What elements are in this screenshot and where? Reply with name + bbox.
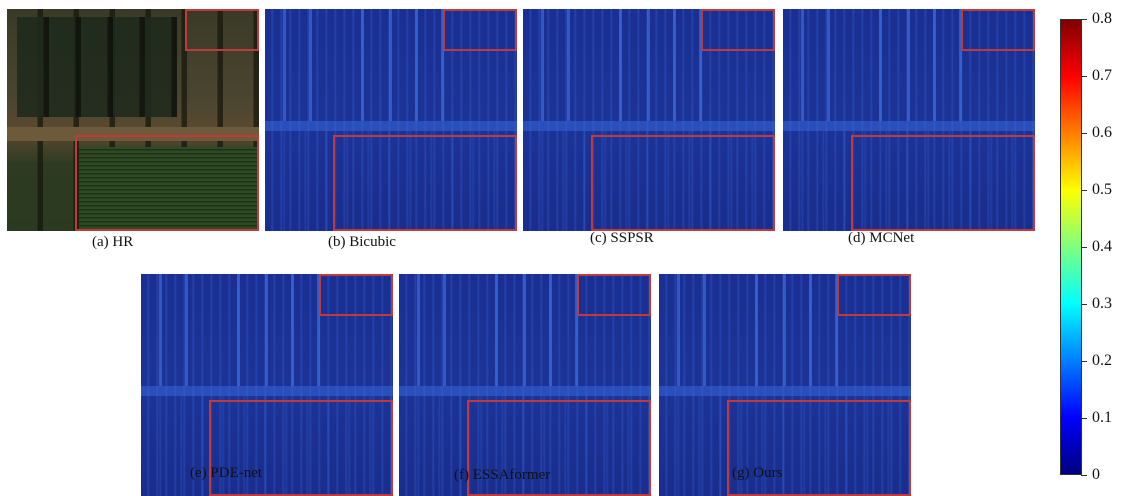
error-edge-line bbox=[755, 274, 758, 386]
zoom-box-large bbox=[333, 135, 517, 231]
colorbar-tick-label: 0.8 bbox=[1092, 10, 1112, 27]
hr-facade-band bbox=[7, 127, 259, 141]
panel-a-caption: (a) HR bbox=[92, 234, 134, 250]
error-edge-line bbox=[291, 274, 294, 386]
error-edge-line bbox=[185, 274, 188, 386]
error-edge-line bbox=[443, 274, 446, 386]
zoom-box-small bbox=[961, 9, 1035, 51]
error-lower-region bbox=[399, 396, 651, 496]
error-edge-line bbox=[677, 274, 680, 386]
error-edge-line bbox=[361, 9, 364, 121]
colorbar-tick-label: 0.6 bbox=[1092, 124, 1112, 141]
colorbar-tick-label: 0.7 bbox=[1092, 67, 1112, 84]
error-band bbox=[399, 386, 651, 396]
error-edge-line bbox=[549, 274, 552, 386]
colorbar-tick bbox=[1081, 190, 1087, 191]
error-edge-line bbox=[575, 274, 578, 386]
error-edge-line bbox=[237, 274, 240, 386]
error-lower-region bbox=[783, 131, 1035, 231]
error-band bbox=[523, 121, 775, 131]
colorbar-tick-label: 0.2 bbox=[1092, 352, 1112, 369]
colorbar-tick bbox=[1081, 304, 1087, 305]
colorbar-tick bbox=[1081, 19, 1087, 20]
error-edge-line bbox=[523, 274, 526, 386]
colorbar-tick-label: 0.3 bbox=[1092, 295, 1112, 312]
error-edge-line bbox=[827, 9, 830, 121]
error-edge-line bbox=[495, 274, 498, 386]
error-lower-region bbox=[523, 131, 775, 231]
error-edge-line bbox=[809, 274, 812, 386]
error-edge-line bbox=[699, 9, 702, 121]
panel-e-caption: (e) PDE-net bbox=[190, 465, 263, 481]
error-lower-region bbox=[141, 396, 393, 496]
error-edge-line bbox=[389, 9, 392, 121]
panel-b-image bbox=[265, 9, 517, 231]
error-edge-line bbox=[441, 9, 444, 121]
colorbar-tick-label: 0.4 bbox=[1092, 238, 1112, 255]
error-edge-line bbox=[265, 274, 268, 386]
error-band bbox=[141, 386, 393, 396]
error-edge-line bbox=[907, 9, 910, 121]
error-band bbox=[783, 121, 1035, 131]
zoom-box-large bbox=[591, 135, 775, 231]
zoom-box-small bbox=[319, 274, 393, 316]
zoom-box-small bbox=[185, 9, 259, 51]
panel-b-caption: (b) Bicubic bbox=[328, 234, 396, 250]
hr-blinds-region bbox=[79, 147, 259, 231]
panel-d-image bbox=[783, 9, 1035, 231]
zoom-box-large bbox=[851, 135, 1035, 231]
error-edge-line bbox=[417, 274, 420, 386]
colorbar-tick-label: 0.1 bbox=[1092, 409, 1112, 426]
colorbar-tick bbox=[1081, 475, 1087, 476]
error-lower-region bbox=[659, 396, 911, 496]
error-edge-line bbox=[835, 274, 838, 386]
error-edge-line bbox=[783, 274, 786, 386]
error-edge-line bbox=[415, 9, 418, 121]
panel-a-image bbox=[7, 9, 259, 231]
error-edge-line bbox=[801, 9, 804, 121]
error-lower-region bbox=[265, 131, 517, 231]
colorbar bbox=[1060, 19, 1082, 475]
panel-g-image bbox=[659, 274, 911, 496]
error-band bbox=[265, 121, 517, 131]
hr-window-region bbox=[17, 17, 177, 117]
colorbar-tick bbox=[1081, 76, 1087, 77]
error-edge-line bbox=[317, 274, 320, 386]
colorbar-tick bbox=[1081, 418, 1087, 419]
error-edge-line bbox=[879, 9, 882, 121]
error-edge-line bbox=[703, 274, 706, 386]
error-edge-line bbox=[647, 9, 650, 121]
colorbar-tick-label: 0.5 bbox=[1092, 181, 1112, 198]
panel-g-caption: (g) Ours bbox=[732, 465, 783, 481]
error-edge-line bbox=[283, 9, 286, 121]
error-edge-line bbox=[159, 274, 162, 386]
error-edge-line bbox=[933, 9, 936, 121]
zoom-box-small bbox=[701, 9, 775, 51]
error-edge-line bbox=[619, 9, 622, 121]
colorbar-tick-label: 0 bbox=[1092, 466, 1100, 483]
error-edge-line bbox=[567, 9, 570, 121]
colorbar-tick bbox=[1081, 361, 1087, 362]
panel-f-image bbox=[399, 274, 651, 496]
panel-e-image bbox=[141, 274, 393, 496]
colorbar-tick bbox=[1081, 247, 1087, 248]
panel-c-caption: (c) SSPSR bbox=[590, 230, 654, 246]
error-edge-line bbox=[541, 9, 544, 121]
panel-f-caption: (f) ESSAformer bbox=[454, 467, 551, 483]
colorbar-tick bbox=[1081, 133, 1087, 134]
error-edge-line bbox=[673, 9, 676, 121]
panel-c-image bbox=[523, 9, 775, 231]
zoom-box-small bbox=[443, 9, 517, 51]
panel-d-caption: (d) MCNet bbox=[848, 230, 915, 246]
error-edge-line bbox=[959, 9, 962, 121]
zoom-box-large bbox=[75, 135, 259, 231]
error-band bbox=[659, 386, 911, 396]
zoom-box-small bbox=[577, 274, 651, 316]
error-edge-line bbox=[309, 9, 312, 121]
zoom-box-small bbox=[837, 274, 911, 316]
